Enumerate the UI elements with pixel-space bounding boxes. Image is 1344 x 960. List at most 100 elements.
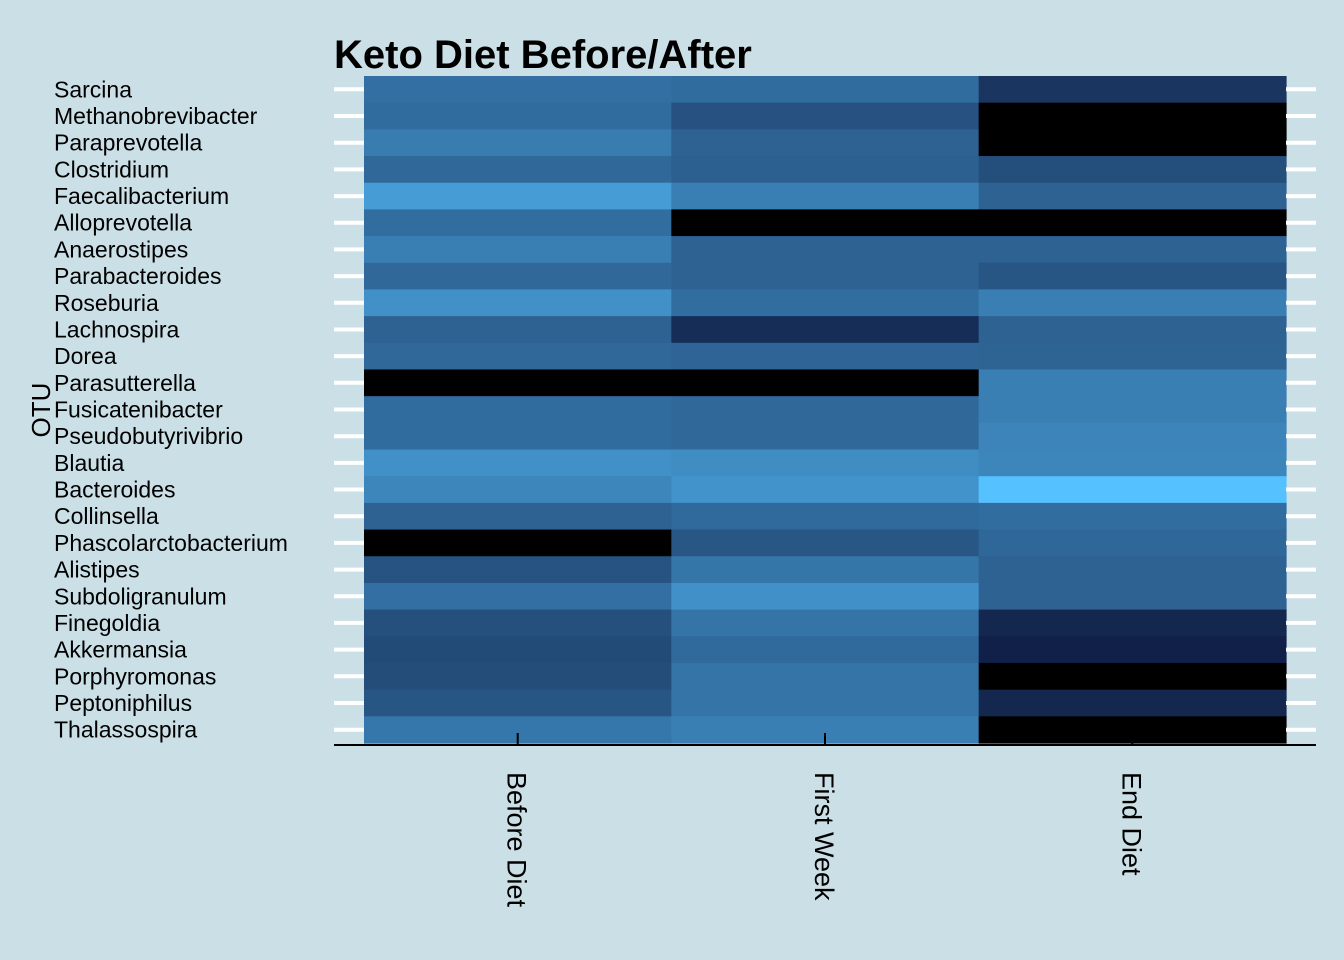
y-tick-label: Fusicatenibacter	[54, 397, 223, 423]
y-tick-label: Pseudobutyrivibrio	[54, 423, 243, 449]
heatmap-cell	[978, 102, 1287, 130]
y-tick-label: Methanobrevibacter	[54, 103, 258, 129]
y-tick-label: Dorea	[54, 343, 117, 369]
heatmap-cell	[671, 316, 980, 344]
y-tick-label: Roseburia	[54, 290, 159, 316]
heatmap-cell	[671, 102, 980, 130]
heatmap-cell	[671, 396, 980, 424]
heatmap-cell	[364, 529, 672, 557]
heatmap-cell	[671, 662, 980, 691]
heatmap-cell	[364, 502, 672, 531]
chart-title: Keto Diet Before/After	[334, 33, 752, 77]
heatmap-cell	[671, 609, 980, 637]
y-tick-label: Parasutterella	[54, 370, 196, 396]
y-tick-label: Anaerostipes	[54, 236, 188, 262]
heatmap-cell	[978, 396, 1287, 424]
y-tick-label: Alloprevotella	[54, 210, 192, 236]
heatmap-cell	[978, 609, 1287, 637]
heatmap-cell	[978, 209, 1287, 237]
heatmap-cell	[364, 369, 672, 397]
heatmap-cell	[671, 449, 980, 477]
heatmap-cell	[978, 502, 1287, 531]
heatmap-cell	[364, 582, 672, 611]
heatmap-cell	[364, 182, 672, 210]
heatmap-cell	[978, 582, 1287, 611]
heatmap-cell	[364, 342, 672, 371]
heatmap-cell	[978, 156, 1287, 184]
y-tick-label: Parabacteroides	[54, 263, 222, 289]
heatmap-cell	[978, 76, 1287, 104]
y-tick-label: Thalassospira	[54, 717, 197, 743]
heatmap-cell	[671, 289, 980, 317]
y-axis-title: OTU	[26, 383, 56, 438]
x-axis-labels: Before Diet First Week End Diet	[502, 772, 1147, 908]
heatmap-cell	[364, 609, 672, 637]
heatmap-cell	[364, 396, 672, 424]
heatmap-cell	[978, 369, 1287, 397]
heatmap-cell	[671, 502, 980, 531]
heatmap-cells	[364, 76, 1287, 744]
heatmap-cell	[364, 636, 672, 664]
heatmap-cell	[671, 209, 980, 237]
heatmap-cell	[671, 556, 980, 584]
heatmap-cell	[364, 102, 672, 130]
y-tick-label: Porphyromonas	[54, 663, 216, 689]
heatmap-cell	[364, 556, 672, 584]
heatmap-cell	[978, 316, 1287, 344]
heatmap-cell	[671, 689, 980, 717]
x-tick-label: End Diet	[1116, 772, 1146, 876]
heatmap-cell	[364, 449, 672, 477]
heatmap-cell	[364, 476, 672, 504]
y-tick-label: Collinsella	[54, 503, 159, 529]
heatmap-cell	[364, 76, 672, 104]
heatmap-cell	[671, 422, 980, 451]
y-tick-label: Akkermansia	[54, 637, 187, 663]
heatmap-cell	[978, 662, 1287, 691]
heatmap-cell	[671, 76, 980, 104]
y-tick-label: Paraprevotella	[54, 130, 203, 156]
x-tick-label: Before Diet	[502, 772, 532, 908]
heatmap-cell	[671, 156, 980, 184]
heatmap-cell	[364, 316, 672, 344]
heatmap-cell	[364, 156, 672, 184]
heatmap-cell	[978, 289, 1287, 317]
heatmap-cell	[978, 182, 1287, 210]
heatmap-cell	[364, 236, 672, 264]
heatmap-cell	[978, 236, 1287, 264]
y-tick-label: Finegoldia	[54, 610, 160, 636]
heatmap-cell	[364, 129, 672, 157]
heatmap-cell	[364, 689, 672, 717]
heatmap-cell	[978, 636, 1287, 664]
heatmap-cell	[978, 476, 1287, 504]
y-tick-label: Peptoniphilus	[54, 690, 192, 716]
heatmap-cell	[671, 182, 980, 210]
y-axis-ticks	[334, 87, 1316, 732]
heatmap-cell	[671, 369, 980, 397]
heatmap-cell	[978, 529, 1287, 557]
y-tick-label: Blautia	[54, 450, 125, 476]
heatmap-cell	[364, 209, 672, 237]
heatmap-cell	[671, 529, 980, 557]
heatmap-cell	[364, 662, 672, 691]
y-tick-label: Alistipes	[54, 557, 140, 583]
x-tick-label: First Week	[809, 772, 839, 901]
heatmap-cell	[671, 236, 980, 264]
y-tick-label: Lachnospira	[54, 317, 180, 343]
heatmap-cell	[671, 476, 980, 504]
heatmap-cell	[671, 262, 980, 291]
heatmap-cell	[671, 129, 980, 157]
heatmap-cell	[364, 289, 672, 317]
y-tick-label: Sarcina	[54, 76, 132, 102]
heatmap-cell	[364, 262, 672, 291]
x-axis	[334, 733, 1316, 746]
y-tick-label: Bacteroides	[54, 477, 175, 503]
y-tick-label: Subdoligranulum	[54, 583, 227, 609]
heatmap-cell	[978, 422, 1287, 451]
heatmap-cell	[978, 449, 1287, 477]
heatmap-cell	[671, 342, 980, 371]
heatmap-cell	[364, 422, 672, 451]
heatmap-cell	[671, 636, 980, 664]
y-tick-label: Faecalibacterium	[54, 183, 229, 209]
